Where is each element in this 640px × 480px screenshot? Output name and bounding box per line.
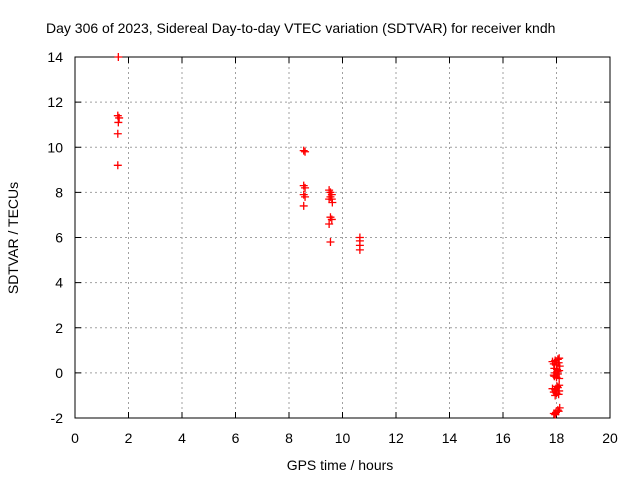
data-point: [555, 374, 564, 383]
x-tick-label: 16: [495, 430, 511, 446]
x-tick-label: 8: [285, 430, 293, 446]
x-tick-label: 10: [335, 430, 351, 446]
grid-lines: [75, 57, 610, 418]
data-point: [114, 53, 123, 61]
data-point: [553, 355, 562, 364]
chart-title: Day 306 of 2023, Sidereal Day-to-day VTE…: [46, 20, 555, 36]
data-point: [555, 386, 564, 395]
y-axis-label: SDTVAR / TECUs: [5, 182, 21, 294]
y-tick-labels: -2 0 2 4 6 8 10 12 14: [47, 49, 63, 426]
data-point: [328, 198, 337, 207]
y-tick-label: -2: [51, 410, 64, 426]
x-tick-label: 0: [71, 430, 79, 446]
data-point: [355, 245, 364, 254]
data-point: [113, 161, 122, 170]
data-point: [551, 410, 560, 419]
y-tick-label: 6: [55, 230, 63, 246]
data-point: [326, 238, 335, 247]
x-tick-label: 2: [125, 430, 133, 446]
data-point: [551, 391, 560, 400]
x-tick-label: 20: [602, 430, 618, 446]
data-point: [299, 146, 308, 155]
data-point: [301, 183, 310, 192]
y-tick-label: 2: [55, 320, 63, 336]
y-tick-label: 8: [55, 184, 63, 200]
y-tick-label: 12: [47, 94, 63, 110]
data-point: [113, 129, 122, 138]
x-tick-labels: 0 2 4 6 8 10 12 14 16 18 20: [71, 430, 618, 446]
data-point: [555, 403, 564, 412]
x-tick-label: 18: [549, 430, 565, 446]
data-point: [325, 219, 334, 228]
axis-ticks: [74, 56, 611, 419]
y-tick-label: 0: [55, 365, 63, 381]
x-tick-label: 4: [178, 430, 186, 446]
x-tick-label: 14: [442, 430, 458, 446]
data-point: [553, 382, 562, 391]
data-points: [113, 53, 564, 419]
data-point: [327, 215, 336, 224]
data-point: [299, 201, 308, 210]
data-point: [301, 147, 310, 156]
data-point: [554, 407, 563, 416]
data-point: [553, 367, 562, 376]
data-point: [550, 372, 559, 381]
data-point: [301, 192, 310, 201]
data-point: [554, 358, 563, 367]
data-point: [115, 113, 124, 122]
x-axis-label: GPS time / hours: [287, 457, 394, 473]
data-point: [555, 366, 564, 375]
y-tick-label: 14: [47, 49, 63, 65]
data-point: [114, 118, 123, 127]
y-tick-label: 4: [55, 275, 63, 291]
y-tick-label: 10: [47, 139, 63, 155]
x-tick-label: 12: [388, 430, 404, 446]
x-tick-label: 6: [232, 430, 240, 446]
